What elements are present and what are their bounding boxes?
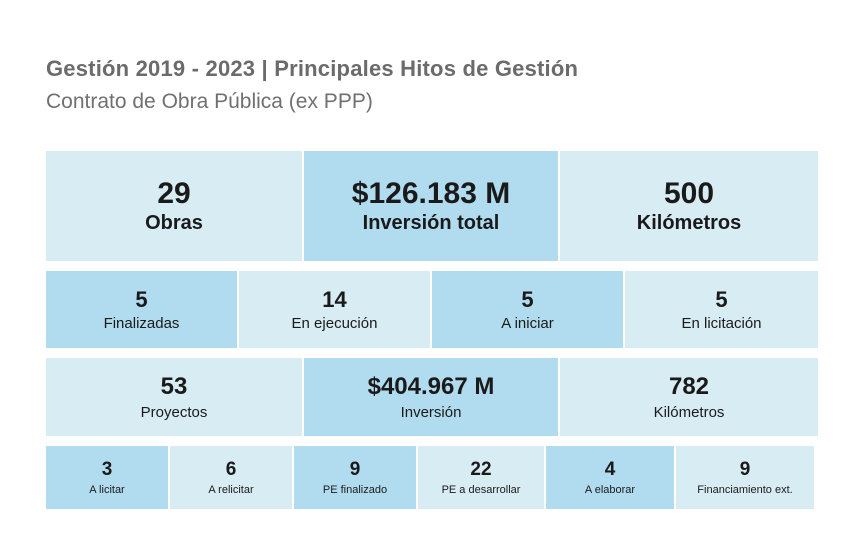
stat-label: Financiamiento ext. (697, 483, 793, 496)
stat-label: Kilómetros (653, 403, 725, 421)
stat-value: 14 (322, 286, 347, 312)
summary-row-proyectos: 53 Proyectos $404.967 M Inversión 782 Ki… (46, 358, 818, 436)
stat-inversion-total: $126.183 M Inversión total (304, 151, 558, 261)
stat-value: $404.967 M (367, 373, 495, 401)
stat-label: En ejecución (291, 315, 378, 333)
stat-a-licitar: 3 A licitar (46, 446, 168, 509)
page-subtitle: Contrato de Obra Pública (ex PPP) (46, 90, 373, 113)
stat-a-elaborar: 4 A elaborar (546, 446, 674, 509)
stat-inversion: $404.967 M Inversión (304, 358, 558, 436)
stat-label: Kilómetros (636, 212, 742, 234)
status-row-obras: 5 Finalizadas 14 En ejecución 5 A inicia… (46, 271, 818, 348)
stat-value: 22 (470, 459, 492, 481)
stat-label: En licitación (681, 315, 762, 333)
stat-value: 6 (225, 459, 237, 481)
stat-value: 29 (157, 177, 191, 210)
stat-label: PE a desarrollar (441, 483, 521, 496)
stat-value: 53 (160, 373, 188, 401)
stat-a-iniciar: 5 A iniciar (432, 271, 623, 348)
stat-label: A licitar (89, 483, 125, 496)
stat-value: 9 (349, 459, 361, 481)
stat-label: Finalizadas (103, 315, 180, 333)
stat-value: 5 (521, 286, 534, 312)
stat-label: Obras (145, 212, 203, 234)
stat-value: 5 (135, 286, 148, 312)
stat-value: 9 (739, 459, 751, 481)
stat-label: A iniciar (501, 315, 554, 333)
stat-value: 782 (668, 373, 710, 401)
stat-label: Proyectos (140, 403, 208, 421)
stat-kilometros: 500 Kilómetros (560, 151, 818, 261)
stat-obras: 29 Obras (46, 151, 302, 261)
status-row-proyectos: 3 A licitar 6 A relicitar 9 PE finalizad… (46, 446, 818, 509)
stat-en-ejecucion: 14 En ejecución (239, 271, 430, 348)
summary-row-obras: 29 Obras $126.183 M Inversión total 500 … (46, 151, 818, 261)
stat-proyectos: 53 Proyectos (46, 358, 302, 436)
page-title: Gestión 2019 - 2023 | Principales Hitos … (46, 56, 579, 81)
stat-value: 3 (101, 459, 113, 481)
stat-financiamiento-ext: 9 Financiamiento ext. (676, 446, 814, 509)
stat-label: Inversión (400, 403, 462, 421)
stat-value: 5 (715, 286, 728, 312)
stat-pe-a-desarrollar: 22 PE a desarrollar (418, 446, 544, 509)
stat-label: A elaborar (584, 483, 636, 496)
stat-pe-finalizado: 9 PE finalizado (294, 446, 416, 509)
stat-label: Inversión total (362, 212, 500, 234)
stat-en-licitacion: 5 En licitación (625, 271, 818, 348)
stat-kilometros-proyectos: 782 Kilómetros (560, 358, 818, 436)
stat-finalizadas: 5 Finalizadas (46, 271, 237, 348)
stat-label: A relicitar (208, 483, 254, 496)
stat-value: $126.183 M (351, 177, 511, 210)
stat-value: 4 (604, 459, 616, 481)
stat-value: 500 (663, 177, 715, 210)
stat-a-relicitar: 6 A relicitar (170, 446, 292, 509)
stat-label: PE finalizado (322, 483, 388, 496)
